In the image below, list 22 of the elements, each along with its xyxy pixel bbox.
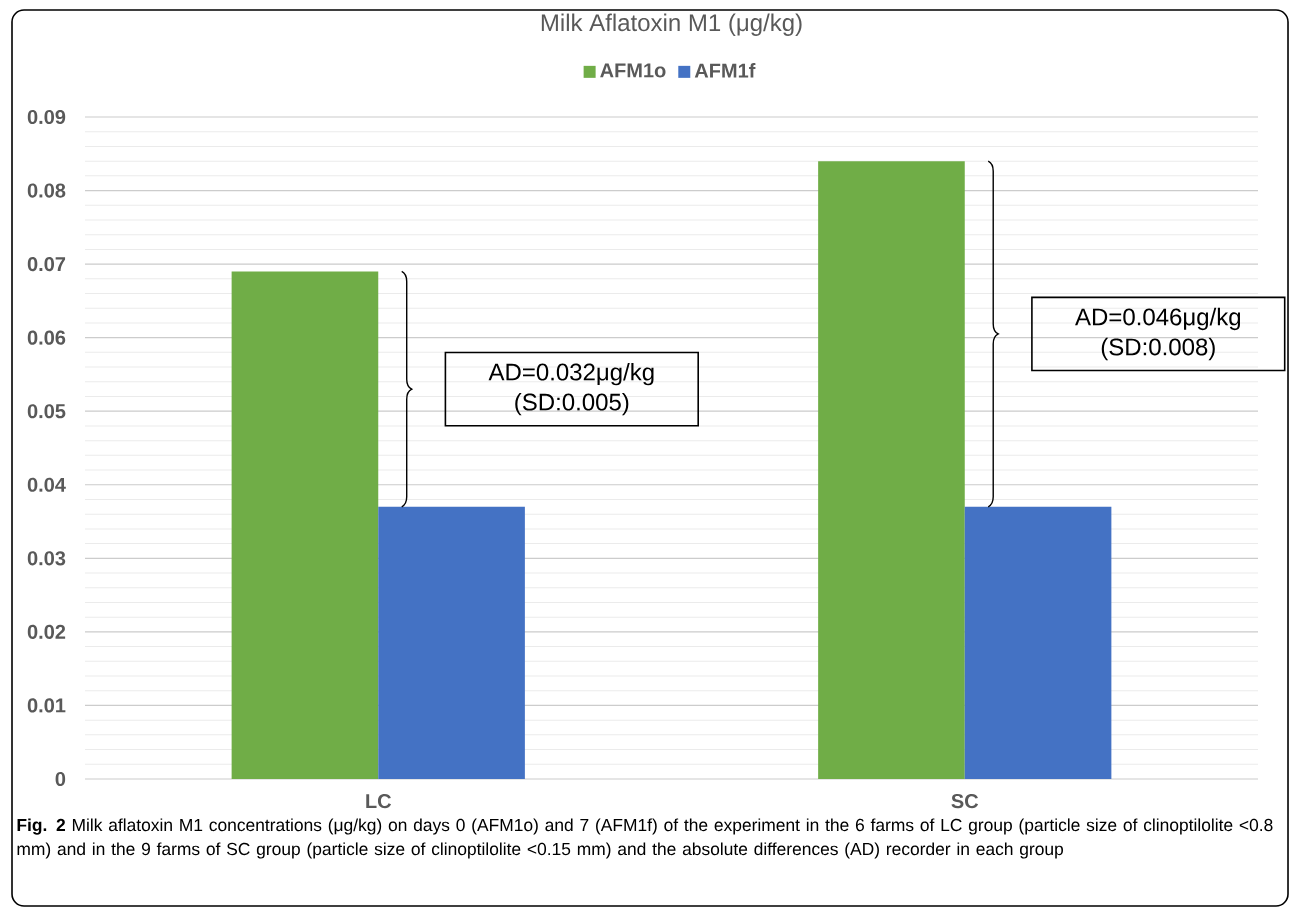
y-tick-label: 0.02 <box>27 624 66 639</box>
x-tick-label: LC <box>366 794 392 809</box>
bar <box>378 506 525 779</box>
bar <box>818 161 965 779</box>
bar <box>231 271 379 779</box>
annotation: AD=0.032μg/kg (SD:0.005) <box>488 362 654 416</box>
y-tick-label: 0.04 <box>27 477 66 492</box>
legend-label: AFM1f <box>694 63 756 78</box>
legend-label: AFM1o <box>600 63 666 78</box>
text: Fig. 2 Milk aflatoxin M1 concentrations (μg/kg) on days 0 (AFM1o) and 7 (AFM1f) of the experiment in the 6 farms of LC group (particle size of clinoptilolite <0.8 mm) and in the 9 farms of SC group (particle size of clinoptilolite <0.15 mm) and the absolute differences (AD) recorder in each group <box>17 818 1273 859</box>
y-tick-label: 0.03 <box>27 551 66 566</box>
y-tick-label: 0.01 <box>27 698 66 713</box>
chart-title: Milk Aflatoxin M1 (μg/kg) <box>541 13 802 36</box>
bar <box>964 506 1112 779</box>
y-tick-label: 0.09 <box>27 109 66 125</box>
y-tick-label: 0.07 <box>27 257 66 272</box>
y-tick-label: 0.06 <box>27 330 66 345</box>
annotation: AD=0.046μg/kg (SD:0.008) <box>1075 307 1241 361</box>
x-tick-label: SC <box>951 794 979 809</box>
y-tick-label: 0 <box>55 771 66 787</box>
y-tick-label: 0.05 <box>27 404 66 419</box>
y-tick-label: 0.08 <box>27 183 66 198</box>
